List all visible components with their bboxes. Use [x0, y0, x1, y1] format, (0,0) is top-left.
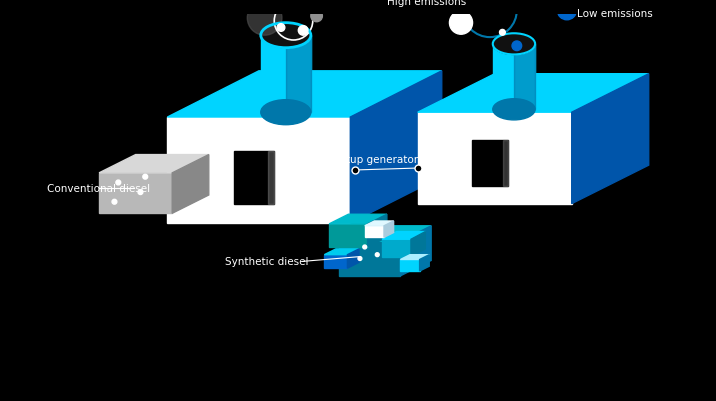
Polygon shape: [472, 141, 508, 187]
Polygon shape: [329, 215, 387, 224]
Circle shape: [247, 2, 282, 36]
Polygon shape: [168, 118, 350, 223]
Circle shape: [450, 12, 473, 35]
Ellipse shape: [493, 34, 535, 55]
Circle shape: [512, 42, 522, 51]
Polygon shape: [234, 151, 274, 204]
Polygon shape: [173, 155, 209, 214]
Text: Conventional diesel: Conventional diesel: [47, 184, 150, 194]
Polygon shape: [400, 226, 431, 276]
Text: Low emissions: Low emissions: [576, 9, 652, 19]
Circle shape: [143, 175, 147, 180]
Text: Backup generators: Backup generators: [325, 155, 424, 165]
Circle shape: [363, 245, 367, 249]
Ellipse shape: [261, 24, 311, 49]
Polygon shape: [382, 240, 411, 257]
Text: High emissions: High emissions: [387, 0, 466, 8]
Polygon shape: [514, 45, 535, 110]
Polygon shape: [339, 241, 400, 276]
Polygon shape: [99, 155, 209, 173]
Circle shape: [461, 0, 475, 2]
Circle shape: [138, 190, 143, 195]
Circle shape: [112, 200, 117, 205]
Polygon shape: [420, 255, 429, 271]
Ellipse shape: [261, 100, 311, 126]
Circle shape: [538, 0, 543, 2]
Circle shape: [266, 0, 276, 7]
Polygon shape: [339, 226, 431, 241]
Circle shape: [116, 180, 121, 185]
Polygon shape: [324, 249, 359, 255]
Circle shape: [358, 257, 362, 261]
Circle shape: [299, 26, 308, 36]
Polygon shape: [384, 221, 394, 238]
Polygon shape: [417, 113, 571, 204]
Polygon shape: [367, 215, 387, 247]
Circle shape: [375, 253, 379, 257]
Polygon shape: [400, 260, 420, 271]
Polygon shape: [350, 72, 442, 223]
Circle shape: [331, 0, 341, 4]
Polygon shape: [364, 226, 384, 238]
Polygon shape: [417, 75, 649, 113]
Polygon shape: [268, 151, 274, 204]
Circle shape: [311, 11, 322, 22]
Circle shape: [223, 0, 281, 12]
Polygon shape: [382, 232, 425, 240]
Polygon shape: [99, 173, 173, 214]
Polygon shape: [329, 224, 367, 247]
Polygon shape: [411, 232, 425, 257]
Polygon shape: [571, 75, 649, 204]
Circle shape: [277, 24, 285, 32]
Ellipse shape: [493, 99, 535, 121]
Text: Synthetic diesel: Synthetic diesel: [225, 257, 309, 267]
Polygon shape: [400, 255, 429, 260]
Polygon shape: [364, 221, 394, 226]
Circle shape: [557, 2, 576, 21]
Polygon shape: [324, 255, 347, 269]
Polygon shape: [503, 141, 508, 187]
Polygon shape: [286, 36, 311, 113]
Polygon shape: [493, 45, 535, 110]
Polygon shape: [168, 72, 442, 118]
Circle shape: [500, 30, 505, 36]
Polygon shape: [261, 36, 311, 113]
Polygon shape: [347, 249, 359, 269]
